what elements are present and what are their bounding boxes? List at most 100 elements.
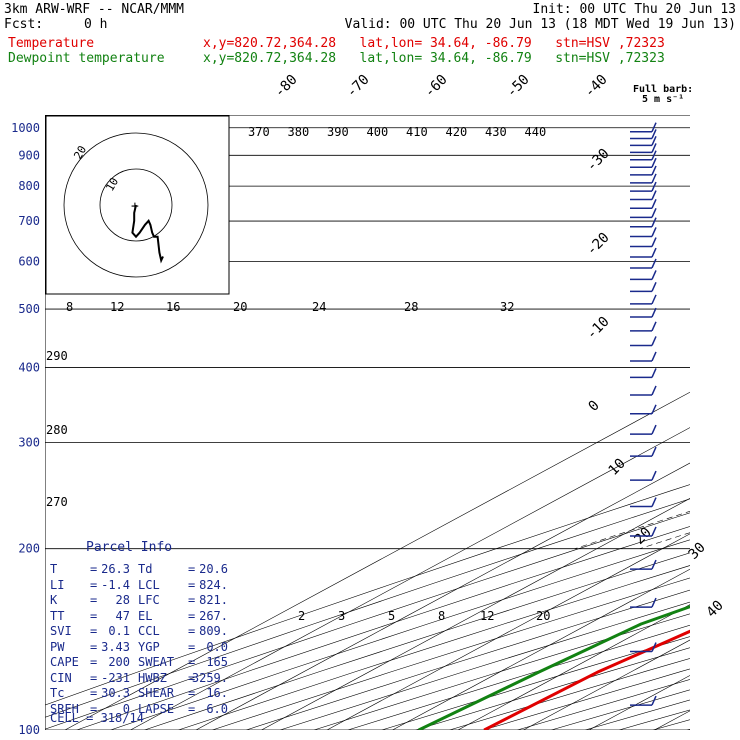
theta-label: 270	[46, 495, 68, 509]
parcel-r: LAPSE	[138, 701, 175, 716]
dry-adiabat	[144, 552, 690, 730]
parcel-rv: 809.	[199, 624, 228, 638]
wind-barb-flag	[651, 122, 657, 133]
hodo-speed-label: 24	[312, 300, 326, 314]
mixing-ratio-label: 8	[438, 609, 445, 623]
wind-barb-flag	[651, 136, 657, 146]
isotherm	[654, 710, 690, 730]
parcel-rv: 6.0	[206, 701, 228, 716]
fcst-label: Fcst:	[4, 17, 44, 32]
parcel-r: HWBZ	[138, 670, 167, 685]
parcel-l: T	[50, 562, 58, 576]
parcel-l: CIN	[50, 670, 72, 685]
dewpoint-location: x,y=820.72,364.28 lat,lon= 34.64, -86.79…	[203, 51, 665, 66]
theta-label: 390	[327, 125, 349, 139]
hodo-speed-label: 20	[233, 300, 247, 314]
dry-adiabat	[347, 624, 690, 730]
isotherm-label: -50	[504, 72, 533, 101]
wind-barb-flag	[651, 258, 657, 269]
wind-barb-flag	[651, 143, 657, 153]
parcel-info-title: Parcel Info	[86, 540, 173, 555]
parcel-l: LI	[50, 577, 65, 592]
parcel-v: 3.43	[101, 639, 130, 654]
wind-barb-flag	[651, 470, 657, 481]
pressure-label: 300	[18, 436, 40, 450]
parcel-r: SHEAR	[138, 686, 175, 700]
parcel-l: K	[50, 593, 58, 607]
wind-barb-flag	[651, 404, 657, 415]
temperature-location: x,y=820.72,364.28 lat,lon= 34.64, -86.79…	[203, 36, 665, 51]
isotherm-label: -40	[582, 72, 611, 101]
parcel-v: 47	[115, 608, 130, 623]
hodo-speed-label: 8	[66, 300, 73, 314]
wind-barb-flag	[651, 526, 657, 537]
wind-barb-flag	[651, 368, 657, 378]
model-title: 3km ARW-WRF -- NCAR/MMM	[4, 2, 185, 17]
theta-label: 410	[406, 125, 428, 139]
wind-barb-flag	[651, 227, 657, 237]
theta-label: 380	[288, 125, 310, 139]
isotherm	[392, 568, 690, 730]
hodograph-frame	[45, 115, 230, 295]
parcel-l: SVI	[50, 624, 72, 638]
parcel-l: SREH	[50, 701, 79, 716]
mixing-ratio-label: 2	[298, 609, 305, 623]
hodograph-ring-label: 10	[103, 176, 121, 194]
isotherm-label: 10	[606, 456, 629, 479]
parcel-l: PW	[50, 639, 65, 654]
valid-time: Valid: 00 UTC Thu 20 Jun 13 (18 MDT Wed …	[344, 17, 736, 32]
temperature-legend: Temperature	[8, 36, 95, 51]
wind-barb-flag	[651, 695, 657, 706]
mixing-ratio-label: 20	[536, 609, 550, 623]
wind-barb-flag	[651, 307, 657, 318]
pressure-label: 500	[18, 302, 40, 316]
parcel-r: Td	[138, 562, 153, 576]
dry-adiabat	[652, 719, 690, 730]
wind-barb-flag	[651, 173, 657, 184]
pressure-label: 600	[18, 254, 40, 268]
mixing-ratio-label: 5	[388, 609, 395, 623]
parcel-v: 0	[122, 701, 130, 716]
isotherm-label: -10	[584, 314, 613, 343]
parcel-rv: 824.	[199, 577, 228, 592]
isotherm-label: -30	[584, 146, 613, 175]
theta-label: 440	[525, 125, 547, 139]
wind-barb-flag	[651, 294, 657, 305]
pressure-label: 400	[18, 360, 40, 374]
moist-adiabat	[728, 128, 740, 549]
pressure-label: 800	[18, 179, 40, 193]
parcel-r: CCL	[138, 624, 160, 638]
isotherm	[261, 498, 690, 730]
wind-barb-flag	[651, 181, 657, 192]
theta-label: 430	[485, 125, 507, 139]
wind-barb-flag	[651, 385, 657, 396]
fcst-value: 0 h	[84, 17, 108, 32]
hodograph-ring	[63, 132, 209, 278]
isotherm-label: -70	[344, 72, 373, 101]
hodograph-trace	[131, 204, 164, 264]
isotherm	[720, 115, 740, 730]
hodograph-ring-label: 20	[71, 144, 89, 162]
isotherm-label: -60	[422, 72, 451, 101]
temperature-trace	[483, 629, 690, 730]
dry-adiabat	[178, 565, 690, 730]
isotherm	[326, 533, 690, 730]
dry-adiabat	[619, 709, 690, 730]
parcel-cell: CELL = 318/14	[50, 711, 144, 725]
wind-barb-flag	[651, 424, 657, 435]
isotherm-label: -20	[584, 230, 613, 259]
parcel-r: SWEAT	[138, 655, 175, 669]
wind-barb-flag	[651, 157, 657, 168]
moist-adiabat	[574, 510, 690, 549]
wind-barb-flag	[651, 559, 657, 570]
hodo-speed-label: 28	[404, 300, 418, 314]
wind-barb-flag	[651, 217, 657, 228]
wind-barb-flag	[651, 190, 657, 200]
wind-barb-flag	[651, 165, 657, 176]
isotherm	[195, 462, 690, 730]
wind-barb-flag	[651, 237, 657, 247]
hodo-speed-label: 16	[166, 300, 180, 314]
